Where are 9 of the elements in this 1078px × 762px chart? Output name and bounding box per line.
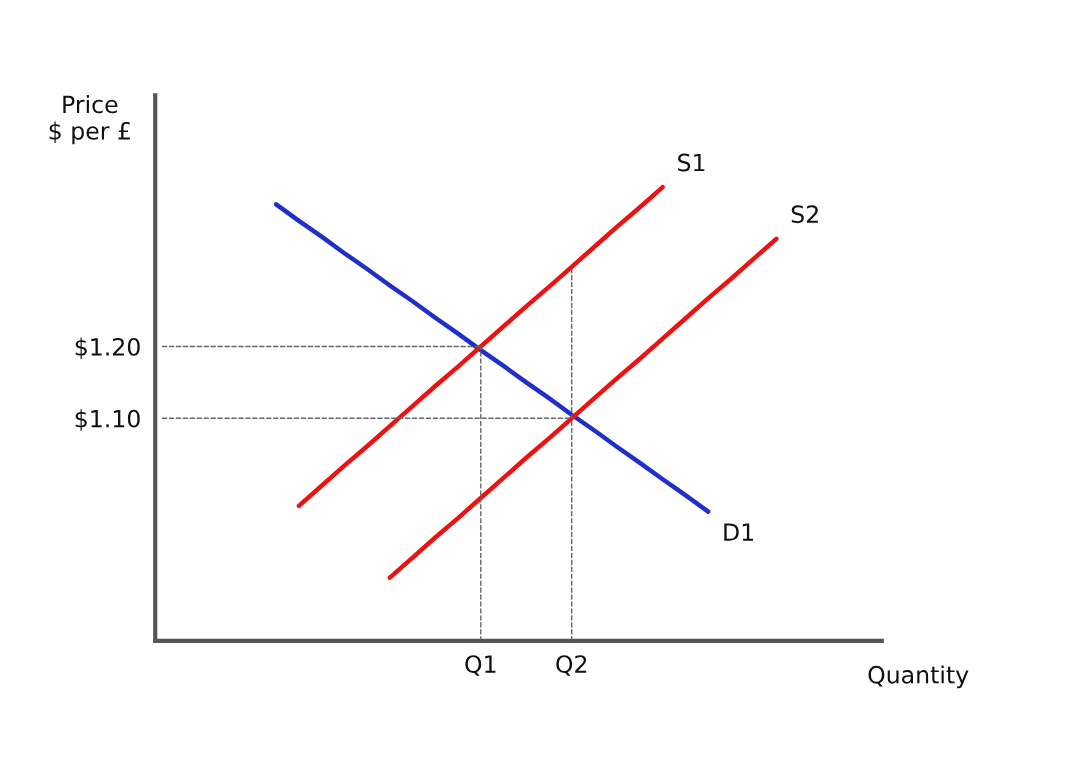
x-tick-label: Q1 [465, 655, 496, 676]
series-label: S1 [678, 153, 705, 172]
y-tick-label: $1.10 [75, 409, 140, 431]
x-tick-label: Q2 [556, 655, 587, 676]
y-tick-label: $1.20 [75, 337, 140, 359]
series-label: S2 [791, 205, 818, 224]
series-label: D1 [724, 523, 754, 541]
y-axis-title: Price $ per £ [49, 95, 130, 145]
x-axis-title: Quantity [868, 665, 969, 689]
